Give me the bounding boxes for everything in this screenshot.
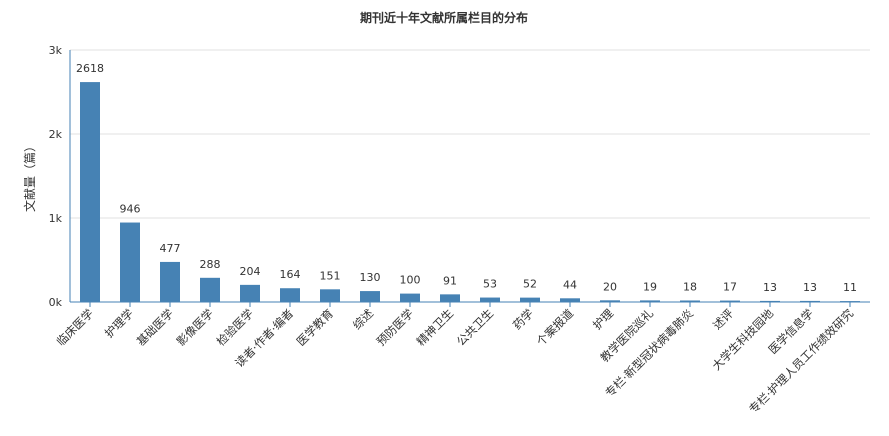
x-category-label: 护理 bbox=[590, 306, 617, 333]
bars bbox=[80, 82, 860, 302]
data-label: 164 bbox=[280, 268, 301, 281]
data-label: 288 bbox=[200, 258, 221, 271]
bar bbox=[240, 284, 260, 302]
data-label: 44 bbox=[563, 278, 577, 291]
x-category-label: 临床医学 bbox=[54, 306, 96, 348]
bar bbox=[80, 82, 100, 302]
x-category-label: 影像医学 bbox=[174, 306, 216, 348]
data-label: 53 bbox=[483, 278, 497, 291]
grid-lines bbox=[70, 49, 870, 219]
x-category-label: 个案报道 bbox=[534, 306, 577, 349]
data-label: 52 bbox=[523, 278, 537, 291]
bar bbox=[400, 293, 420, 302]
x-category-label: 护理学 bbox=[102, 306, 136, 340]
bar bbox=[600, 300, 620, 302]
data-label: 204 bbox=[240, 265, 261, 278]
data-label: 19 bbox=[643, 280, 657, 293]
data-label: 100 bbox=[400, 274, 421, 287]
x-category-label: 精神卫生 bbox=[414, 306, 456, 348]
data-label: 2618 bbox=[76, 62, 104, 75]
bar bbox=[120, 222, 140, 302]
data-label: 20 bbox=[603, 280, 617, 293]
bar bbox=[440, 294, 460, 302]
bar bbox=[320, 289, 340, 302]
x-category-label: 综述 bbox=[350, 306, 377, 333]
x-category-label: 预防医学 bbox=[374, 306, 416, 348]
data-label: 17 bbox=[723, 281, 737, 294]
y-tick-label: 1k bbox=[49, 212, 63, 225]
y-tick-label: 3k bbox=[49, 44, 63, 57]
x-category-label: 述评 bbox=[710, 306, 737, 333]
bar bbox=[800, 300, 820, 302]
bar bbox=[360, 291, 380, 302]
data-label: 946 bbox=[120, 203, 141, 216]
data-label: 477 bbox=[160, 242, 181, 255]
bar bbox=[520, 297, 540, 302]
data-label: 91 bbox=[443, 274, 457, 287]
data-label: 13 bbox=[803, 281, 817, 294]
data-label: 13 bbox=[763, 281, 777, 294]
y-tick-label: 0k bbox=[49, 296, 63, 309]
y-axis-ticks: 0k 1k 2k 3k bbox=[49, 44, 63, 309]
bar bbox=[160, 261, 180, 302]
bar bbox=[640, 300, 660, 302]
x-category-label: 医学教育 bbox=[294, 306, 336, 348]
data-label: 11 bbox=[843, 281, 857, 294]
chart-title: 期刊近十年文献所属栏目的分布 bbox=[360, 10, 528, 25]
data-labels: 2618 946 477 288 204 164 151 130 100 91 53 52 44 20 19… bbox=[76, 62, 857, 294]
bar bbox=[680, 300, 700, 302]
bar bbox=[200, 277, 220, 302]
bar bbox=[720, 300, 740, 302]
data-label: 151 bbox=[320, 269, 341, 282]
bar bbox=[760, 300, 780, 302]
bar bbox=[560, 298, 580, 302]
x-category-label: 药学 bbox=[510, 306, 536, 332]
data-label: 18 bbox=[683, 280, 697, 293]
y-tick-label: 2k bbox=[49, 128, 63, 141]
bar bbox=[480, 297, 500, 302]
y-axis-label: 文献量（篇） bbox=[22, 140, 37, 212]
data-label: 130 bbox=[360, 271, 381, 284]
bar bbox=[280, 288, 300, 302]
x-category-label: 基础医学 bbox=[134, 306, 176, 348]
x-category-label: 公共卫生 bbox=[454, 306, 496, 348]
